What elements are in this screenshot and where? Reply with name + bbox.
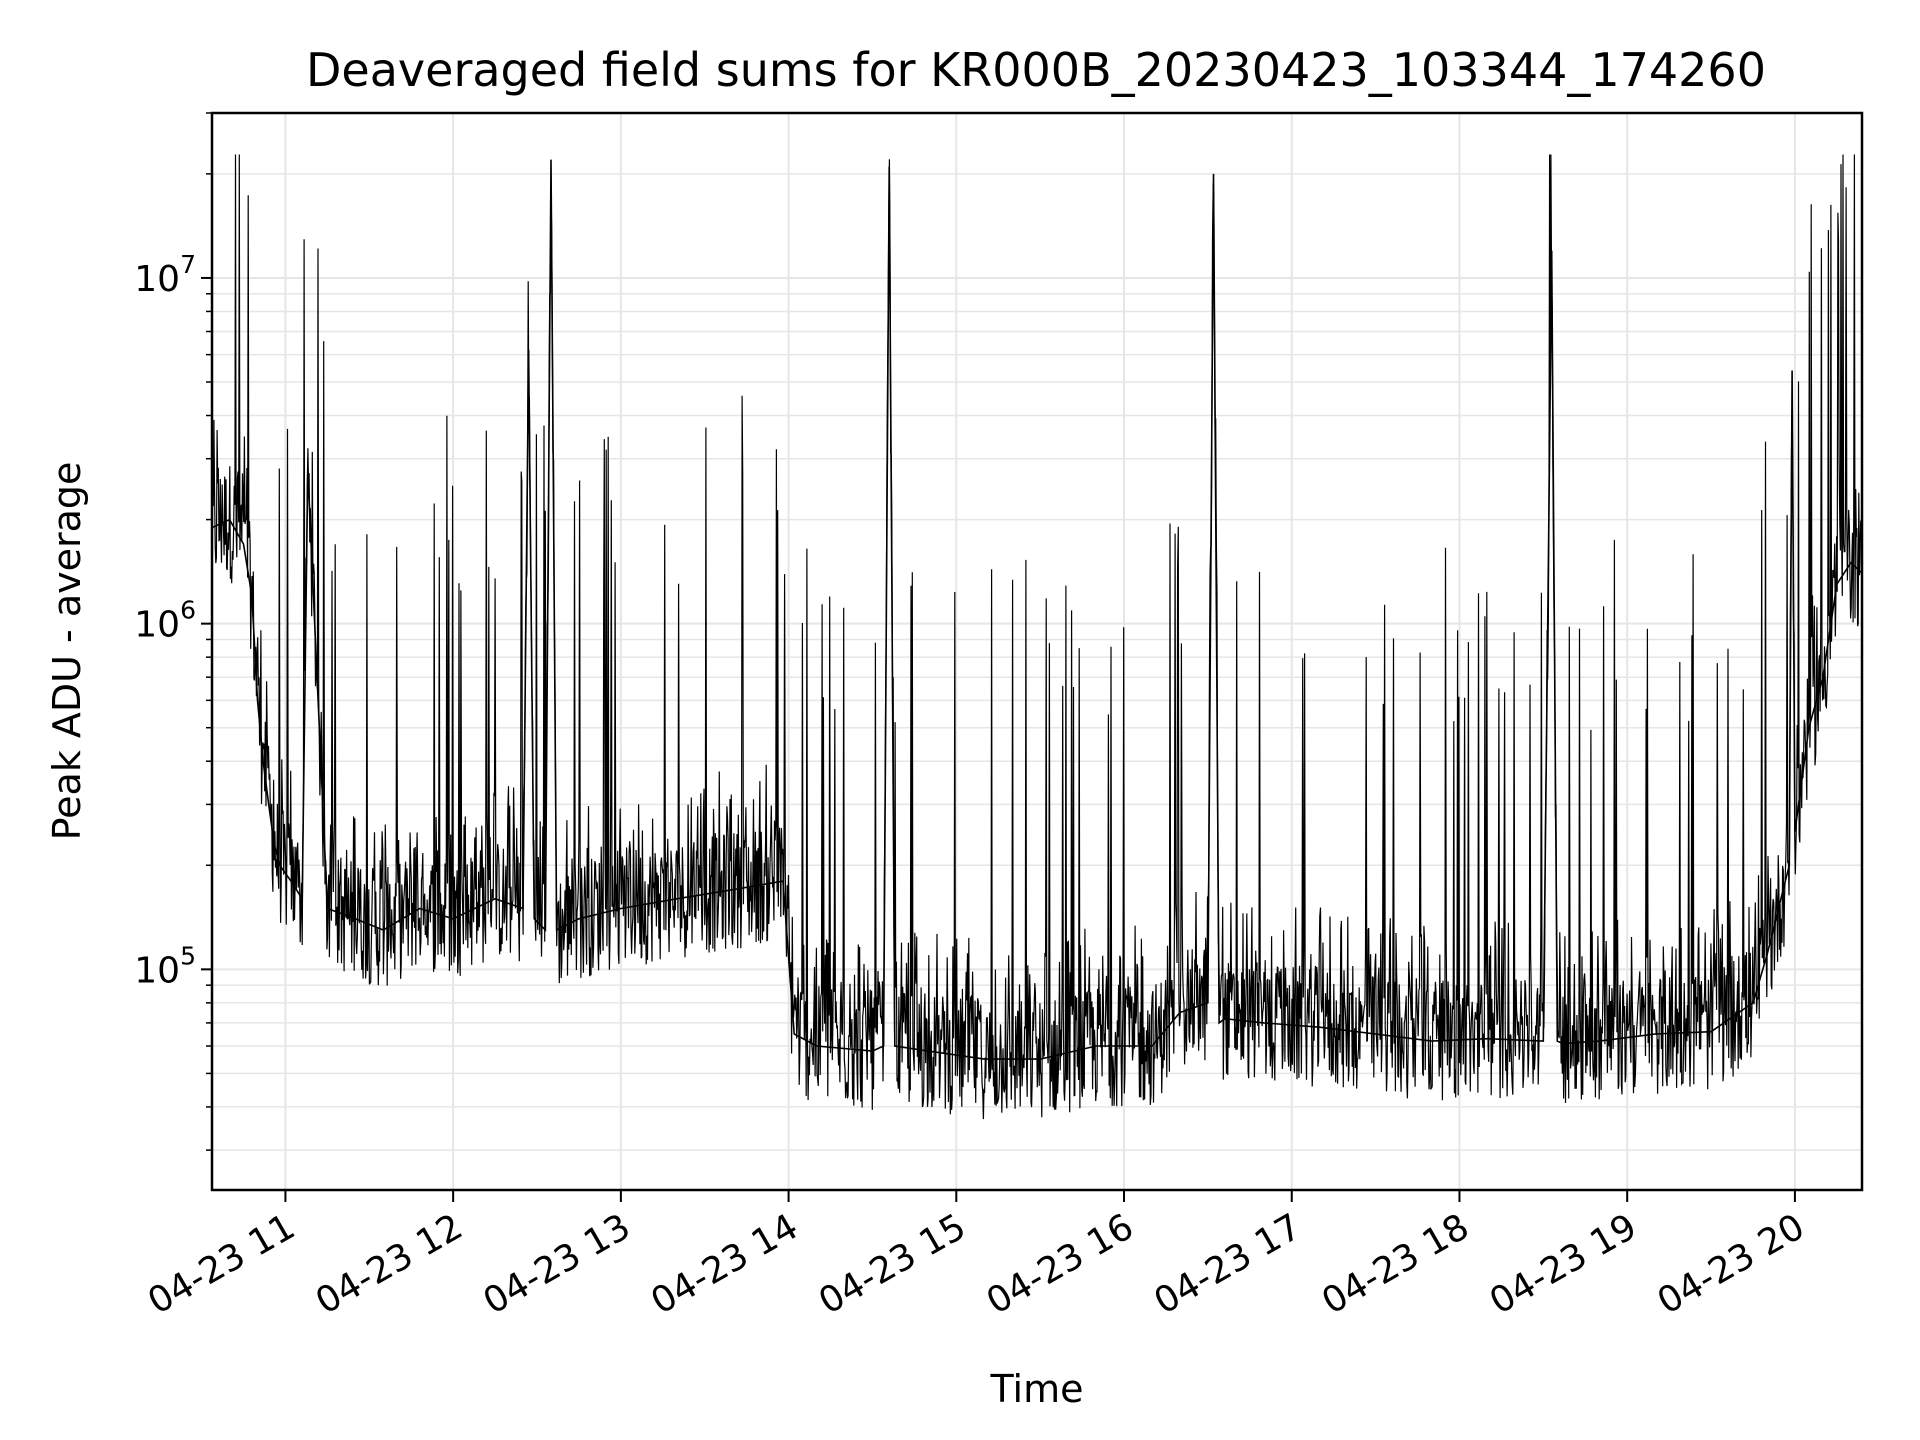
series-line xyxy=(212,159,1863,1060)
chart-title: Deaveraged field sums for KR000B_2023042… xyxy=(306,43,1766,97)
y-axis-label: Peak ADU - average xyxy=(45,462,89,841)
plot-frame xyxy=(210,111,1864,1192)
y-tick-label: 105 xyxy=(134,941,196,991)
y-tick-label: 106 xyxy=(134,596,196,646)
x-axis-label: Time xyxy=(990,1367,1084,1411)
y-tick-label: 107 xyxy=(134,250,196,300)
series-noise xyxy=(211,154,1863,1120)
